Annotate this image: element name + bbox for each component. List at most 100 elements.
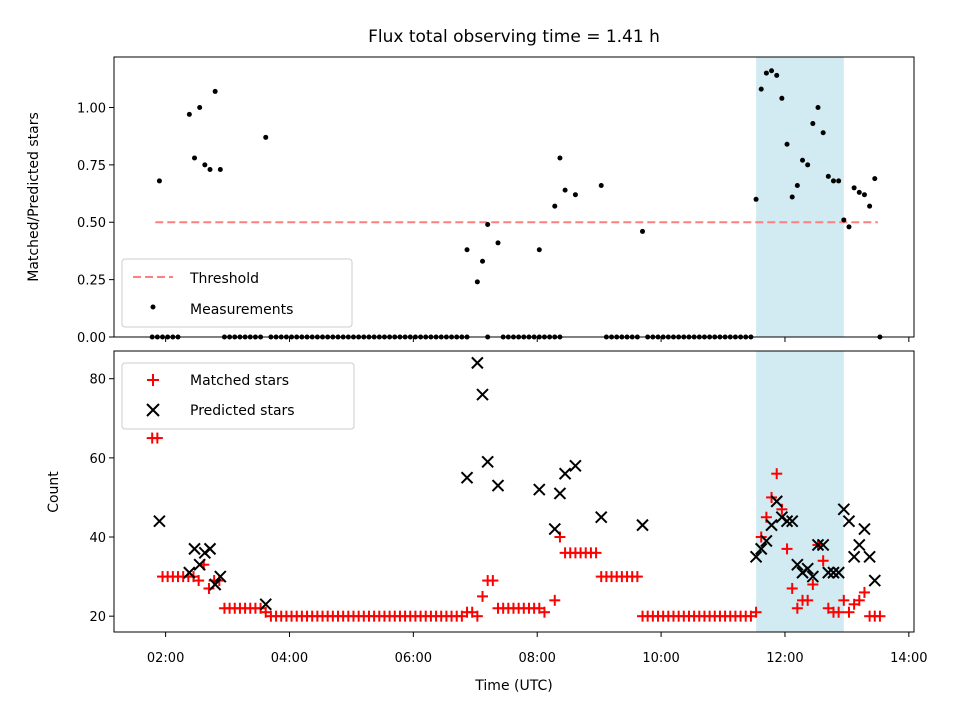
measurement-point [217, 166, 223, 172]
matched-star-point [151, 432, 163, 444]
measurement-point [867, 203, 873, 209]
measurement-point [825, 173, 831, 179]
matched-star-point [549, 594, 561, 606]
bottom-x-ticks: 02:00 04:00 06:00 08:00 10:00 12:00 14:00 [147, 632, 928, 666]
top-panel: Flux total observing time = 1.41 h 0.00 0… [26, 27, 915, 346]
measurement-point [263, 134, 269, 140]
matched-star-point [843, 606, 855, 618]
y-tick-label: 0.00 [77, 331, 106, 346]
measurement-point [861, 192, 867, 198]
predicted-star-point [471, 356, 484, 370]
measurement-point [856, 189, 862, 195]
matched-star-point [631, 571, 643, 583]
top-legend: Threshold Measurements [121, 258, 353, 328]
bottom-highlight-span [756, 351, 844, 632]
predicted-star-point [837, 503, 851, 516]
predicted-star-point [770, 495, 783, 508]
predicted-star-point [791, 558, 804, 571]
top-axes-frame [113, 56, 915, 338]
predicted-star-point [214, 570, 227, 583]
matched-star-point [802, 594, 814, 606]
top-y-axis-label: Matched/Predicted stars [26, 112, 42, 282]
measurement-point [557, 155, 563, 161]
predicted-star-point [533, 483, 546, 496]
predicted-star-point [188, 542, 201, 556]
measurement-point [186, 111, 192, 117]
predicted-star-point [595, 511, 608, 524]
predicted-star-point [827, 566, 840, 579]
measurement-point [758, 86, 764, 92]
bottom-y-ticks: 20 40 60 80 [89, 373, 114, 625]
matched-star-point [193, 575, 205, 587]
predicted-star-point [755, 542, 768, 556]
measurement-point [846, 224, 852, 230]
measurement-point [207, 166, 213, 172]
predicted-star-point [760, 534, 773, 548]
measurement-point [156, 178, 162, 184]
matched-star-point [590, 547, 602, 559]
measurement-point [192, 155, 198, 161]
measurement-point [794, 183, 800, 189]
legend-predicted-swatch [146, 403, 160, 417]
predicted-star-point [832, 566, 845, 579]
predicted-star-point [491, 479, 505, 492]
predicted-star-point [259, 598, 272, 611]
x-tick-label: 10:00 [642, 651, 679, 666]
y-tick-label: 0.25 [77, 274, 106, 289]
measurement-point [815, 104, 821, 110]
predicted-star-point [460, 471, 474, 484]
matched-star-point [487, 575, 499, 587]
matched-stars-points [146, 432, 886, 622]
matched-star-point [750, 606, 762, 618]
measurement-point [464, 247, 470, 253]
predicted-star-point [153, 514, 166, 528]
predicted-star-point [183, 566, 196, 579]
y-tick-label: 0.75 [77, 159, 106, 174]
measurement-point [830, 178, 836, 184]
measurement-point [820, 130, 826, 136]
measurement-point [836, 178, 842, 184]
legend-matched-swatch [147, 374, 159, 386]
predicted-star-point [780, 514, 794, 528]
matched-star-point [833, 606, 845, 618]
measurement-point [562, 187, 568, 193]
predicted-star-point [853, 538, 866, 552]
bottom-legend-box [121, 362, 355, 430]
y-tick-label: 0.50 [77, 216, 106, 231]
measurement-point [485, 222, 491, 228]
x-axis-label: Time (UTC) [474, 678, 552, 694]
x-tick-label: 06:00 [395, 651, 432, 666]
x-tick-label: 04:00 [271, 651, 308, 666]
predicted-star-point [203, 542, 217, 556]
measurement-point [872, 176, 878, 182]
predicted-star-point [806, 570, 820, 583]
measurement-point [536, 247, 542, 253]
x-tick-label: 08:00 [518, 651, 555, 666]
measurement-point [480, 258, 486, 264]
legend-predicted-label: Predicted stars [190, 403, 295, 419]
matched-star-point [807, 579, 819, 591]
predicted-star-point [548, 522, 561, 536]
predicted-star-point [816, 538, 830, 552]
predicted-star-point [765, 518, 778, 532]
y-tick-label: 1.00 [77, 101, 106, 116]
predicted-star-point [863, 550, 876, 564]
predicted-star-point [636, 518, 649, 532]
top-legend-box [121, 258, 353, 328]
highlight-band [756, 351, 844, 632]
x-tick-label: 14:00 [890, 651, 927, 666]
predicted-star-point [811, 538, 825, 552]
predicted-star-point [208, 578, 222, 591]
matched-star-point [874, 610, 886, 622]
bottom-axes-frame [113, 350, 915, 633]
legend-matched-label: Matched stars [190, 373, 289, 389]
chart-title: Flux total observing time = 1.41 h [368, 27, 660, 47]
predicted-star-point [481, 455, 494, 469]
matched-star-point [791, 602, 803, 614]
measurement-point [841, 217, 847, 223]
measurement-point [851, 185, 857, 191]
measurement-point [779, 95, 785, 101]
measurement-point [769, 68, 775, 74]
legend-measurements-label: Measurements [190, 302, 293, 318]
predicted-star-point [785, 514, 799, 528]
